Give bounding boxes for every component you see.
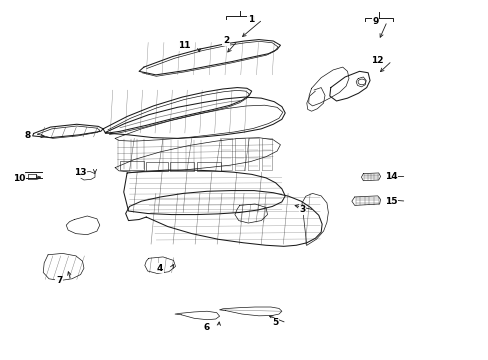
Text: 11: 11 — [178, 41, 190, 50]
Text: 5: 5 — [271, 318, 278, 327]
Text: 4: 4 — [156, 264, 163, 273]
Text: 14: 14 — [385, 172, 397, 181]
Text: 2: 2 — [223, 36, 229, 45]
Text: 3: 3 — [299, 206, 305, 215]
Text: 6: 6 — [203, 323, 209, 332]
Text: 7: 7 — [56, 276, 62, 285]
Text: 15: 15 — [385, 197, 397, 206]
Text: 1: 1 — [247, 15, 254, 24]
Text: 9: 9 — [371, 17, 378, 26]
Text: 10: 10 — [13, 174, 25, 183]
Text: 8: 8 — [25, 131, 31, 140]
Text: 12: 12 — [370, 56, 383, 65]
Text: 13: 13 — [74, 168, 86, 177]
